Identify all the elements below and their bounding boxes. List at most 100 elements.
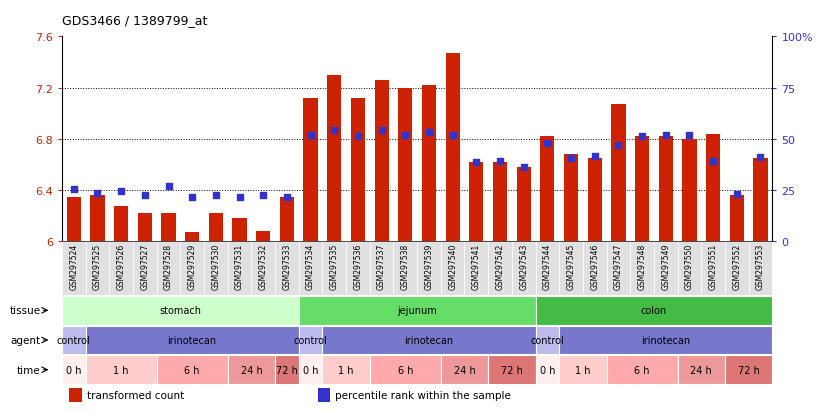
Point bbox=[67, 186, 80, 193]
Text: GSM297534: GSM297534 bbox=[306, 244, 315, 290]
Bar bbox=[322, 242, 346, 296]
Text: GSM297540: GSM297540 bbox=[449, 244, 457, 290]
Text: GSM297537: GSM297537 bbox=[377, 244, 386, 290]
Text: GSM297542: GSM297542 bbox=[496, 244, 505, 290]
Text: 6 h: 6 h bbox=[397, 365, 413, 375]
Text: GSM297533: GSM297533 bbox=[282, 244, 292, 290]
Bar bbox=[654, 242, 677, 296]
Text: GSM297548: GSM297548 bbox=[638, 244, 647, 290]
Text: GSM297544: GSM297544 bbox=[543, 244, 552, 290]
Bar bbox=[606, 242, 630, 296]
Bar bbox=[583, 242, 606, 296]
Point bbox=[730, 191, 743, 198]
Bar bbox=[299, 356, 322, 384]
Text: 0 h: 0 h bbox=[303, 365, 318, 375]
Text: 6 h: 6 h bbox=[634, 365, 650, 375]
Bar bbox=[62, 297, 299, 325]
Point bbox=[209, 192, 222, 199]
Point bbox=[659, 133, 672, 139]
Text: agent: agent bbox=[11, 335, 40, 345]
Text: stomach: stomach bbox=[159, 306, 202, 316]
Text: time: time bbox=[17, 365, 40, 375]
Text: GSM297528: GSM297528 bbox=[164, 244, 173, 290]
Bar bbox=[114, 206, 128, 242]
Text: 0 h: 0 h bbox=[539, 365, 555, 375]
Bar bbox=[701, 242, 725, 296]
Bar bbox=[86, 326, 299, 354]
Bar bbox=[351, 99, 365, 242]
Text: colon: colon bbox=[641, 306, 667, 316]
Point bbox=[422, 130, 435, 136]
Bar bbox=[161, 214, 176, 242]
Bar bbox=[748, 242, 772, 296]
Text: irinotecan: irinotecan bbox=[405, 335, 453, 345]
Point bbox=[304, 133, 317, 139]
Bar bbox=[62, 356, 86, 384]
Text: 24 h: 24 h bbox=[691, 365, 712, 375]
Text: GSM297538: GSM297538 bbox=[401, 244, 410, 290]
Bar bbox=[228, 356, 275, 384]
Bar bbox=[90, 196, 105, 242]
Text: GSM297529: GSM297529 bbox=[188, 244, 197, 290]
Bar bbox=[535, 242, 559, 296]
Bar bbox=[251, 242, 275, 296]
Text: GSM297531: GSM297531 bbox=[235, 244, 244, 290]
Text: GSM297551: GSM297551 bbox=[709, 244, 718, 290]
Text: irinotecan: irinotecan bbox=[168, 335, 216, 345]
Bar bbox=[441, 242, 464, 296]
Bar bbox=[327, 76, 341, 242]
Text: GSM297543: GSM297543 bbox=[520, 244, 528, 290]
Bar bbox=[398, 88, 412, 242]
Point bbox=[493, 158, 506, 164]
Bar bbox=[280, 197, 294, 242]
Point bbox=[541, 140, 554, 147]
Bar bbox=[753, 159, 767, 242]
Bar bbox=[422, 86, 436, 242]
Text: 1 h: 1 h bbox=[113, 365, 129, 375]
Bar bbox=[374, 81, 389, 242]
Text: GSM297535: GSM297535 bbox=[330, 244, 339, 290]
Text: GSM297539: GSM297539 bbox=[425, 244, 434, 290]
Point bbox=[754, 154, 767, 161]
Bar bbox=[564, 155, 578, 242]
Bar bbox=[635, 137, 649, 242]
Point bbox=[138, 192, 151, 199]
Bar bbox=[393, 242, 417, 296]
Text: 72 h: 72 h bbox=[738, 365, 760, 375]
Text: GSM297550: GSM297550 bbox=[685, 244, 694, 290]
Text: 72 h: 72 h bbox=[276, 365, 298, 375]
Point bbox=[115, 189, 128, 195]
Text: 1 h: 1 h bbox=[575, 365, 591, 375]
Point bbox=[706, 158, 719, 164]
Bar bbox=[540, 137, 554, 242]
Bar bbox=[86, 356, 157, 384]
Bar bbox=[535, 326, 559, 354]
Bar bbox=[133, 242, 157, 296]
Point bbox=[399, 133, 412, 139]
Bar bbox=[441, 356, 488, 384]
Point bbox=[186, 194, 199, 200]
Bar bbox=[488, 356, 535, 384]
Text: 24 h: 24 h bbox=[453, 365, 475, 375]
Bar bbox=[706, 134, 720, 242]
Point bbox=[91, 190, 104, 197]
Bar bbox=[69, 388, 82, 401]
Bar bbox=[677, 356, 725, 384]
Point bbox=[328, 127, 341, 134]
Text: GSM297532: GSM297532 bbox=[259, 244, 268, 290]
Bar bbox=[275, 242, 299, 296]
Bar bbox=[469, 163, 483, 242]
Bar bbox=[209, 214, 223, 242]
Text: GSM297541: GSM297541 bbox=[472, 244, 481, 290]
Text: GSM297547: GSM297547 bbox=[614, 244, 623, 290]
Text: GSM297526: GSM297526 bbox=[116, 244, 126, 290]
Text: GSM297525: GSM297525 bbox=[93, 244, 102, 290]
Text: jejunum: jejunum bbox=[397, 306, 437, 316]
Text: GSM297527: GSM297527 bbox=[140, 244, 150, 290]
Bar bbox=[303, 99, 318, 242]
Bar bbox=[559, 242, 583, 296]
Bar bbox=[587, 159, 602, 242]
Bar bbox=[204, 242, 228, 296]
Bar bbox=[606, 356, 677, 384]
Text: GSM297530: GSM297530 bbox=[211, 244, 221, 290]
